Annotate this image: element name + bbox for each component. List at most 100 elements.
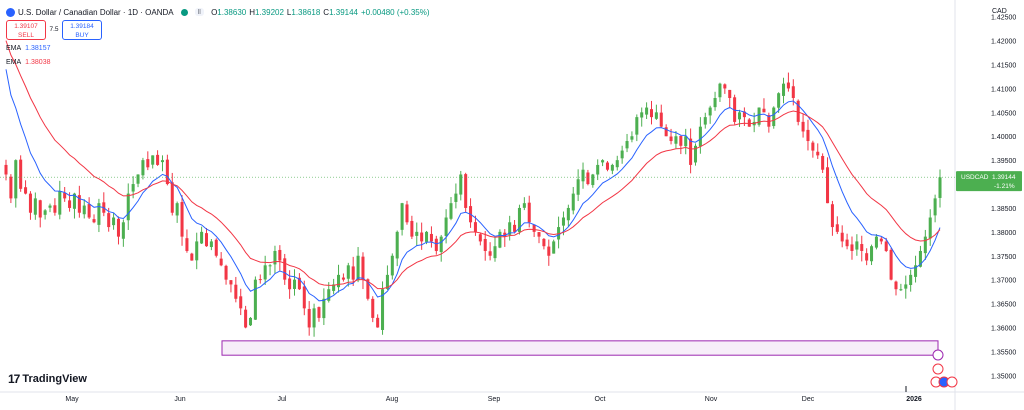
y-tick-label: 1.42000 — [991, 39, 1016, 46]
event-marker-icon[interactable] — [932, 363, 944, 375]
candle-body — [97, 203, 101, 225]
candle-body — [165, 159, 169, 185]
candle-body — [341, 277, 345, 280]
y-tick-label: 1.38500 — [991, 206, 1016, 213]
candle-body — [278, 249, 282, 261]
candle-body — [19, 159, 23, 189]
candle-body — [156, 154, 160, 165]
tradingview-logo[interactable]: 17 TradingView — [8, 372, 87, 386]
y-tick-label: 1.41500 — [991, 63, 1016, 70]
candle-body — [38, 200, 42, 218]
candle-body — [24, 187, 28, 194]
candle-body — [625, 141, 629, 149]
candle-body — [557, 227, 561, 240]
candle-body — [713, 98, 717, 108]
candle-body — [141, 160, 145, 176]
candle-body — [821, 156, 825, 170]
candle-body — [571, 193, 575, 211]
symbol-title[interactable]: U.S. Dollar / Canadian Dollar · 1D · OAN… — [18, 7, 174, 17]
candle-body — [146, 159, 150, 168]
candle-body — [635, 117, 639, 135]
candle-body — [791, 86, 795, 98]
candle-body — [894, 281, 898, 290]
candle-body — [909, 274, 913, 285]
candle-body — [816, 151, 820, 156]
candle-body — [43, 210, 47, 215]
candle-body — [209, 241, 213, 248]
candle-body — [508, 222, 512, 235]
candle-body — [860, 244, 864, 251]
candle-body — [865, 253, 869, 261]
candle-body — [346, 265, 350, 279]
candle-body — [654, 112, 658, 119]
high-value: 1.39202 — [255, 7, 284, 17]
candle-body — [503, 232, 507, 237]
candle-body — [351, 266, 355, 280]
y-tick-label: 1.40500 — [991, 110, 1016, 117]
ema-indicator-2[interactable]: EMA 1.38038 — [6, 59, 50, 66]
y-tick-label: 1.37500 — [991, 254, 1016, 261]
candle-body — [777, 93, 781, 108]
buy-button[interactable]: 1.39184 BUY — [62, 20, 102, 40]
candle-body — [811, 142, 815, 151]
candle-body — [889, 249, 893, 280]
candle-body — [136, 174, 140, 184]
candle-body — [478, 234, 482, 242]
candle-body — [337, 274, 341, 288]
candle-body — [190, 253, 194, 261]
candle-body — [830, 204, 834, 228]
candle-body — [151, 155, 155, 165]
candle-body — [429, 233, 433, 242]
currency-label[interactable]: CAD — [992, 8, 1007, 15]
visibility-toggle-button[interactable]: Ⅱ — [194, 8, 205, 16]
candle-body — [381, 289, 385, 330]
candle-body — [297, 277, 301, 290]
symbol-flag-icon — [6, 7, 15, 17]
candle-body — [317, 307, 321, 318]
candle-body — [361, 256, 365, 280]
candle-body — [371, 298, 375, 318]
candle-body — [610, 164, 614, 171]
candle-body — [390, 255, 394, 276]
candle-body — [649, 109, 654, 118]
y-tick-label: 1.42500 — [991, 15, 1016, 22]
candle-body — [160, 160, 164, 163]
alert-marker-icon[interactable] — [932, 349, 944, 361]
candle-body — [175, 203, 179, 216]
candle-body — [82, 205, 86, 215]
candle-body — [420, 232, 424, 242]
candle-body — [68, 200, 72, 208]
candle-body — [224, 265, 228, 280]
candle-body — [703, 117, 707, 125]
ema-indicator-1[interactable]: EMA 1.38157 — [6, 45, 50, 52]
candle-body — [268, 265, 272, 267]
low-value: 1.38618 — [291, 7, 321, 17]
candle-body — [121, 222, 125, 239]
candle-body — [914, 265, 918, 277]
candle-body — [425, 231, 429, 242]
y-tick-label: 1.40000 — [991, 134, 1016, 141]
candle-body — [170, 182, 174, 213]
candle-body — [434, 238, 438, 251]
sell-price: 1.39107 — [14, 23, 38, 30]
x-tick-label: Dec — [802, 396, 815, 403]
candle-body — [728, 89, 732, 98]
buy-price: 1.39184 — [70, 23, 94, 30]
candle-body — [498, 231, 502, 248]
ema-name: EMA — [6, 45, 22, 52]
y-tick-label: 1.39500 — [991, 158, 1016, 165]
candle-body — [195, 241, 199, 261]
candle-body — [782, 83, 786, 96]
last-price-badge — [956, 171, 1022, 192]
candle-body — [473, 222, 477, 232]
sell-button[interactable]: 1.39107 SELL — [6, 20, 46, 40]
open-label: O — [211, 7, 218, 17]
candle-body — [483, 238, 487, 251]
candle-body — [522, 203, 526, 208]
candle-body — [72, 193, 76, 209]
buy-label: BUY — [75, 32, 89, 39]
candle-body — [77, 195, 81, 213]
economic-event-flag-icon[interactable] — [946, 376, 958, 388]
candle-body — [737, 112, 742, 120]
